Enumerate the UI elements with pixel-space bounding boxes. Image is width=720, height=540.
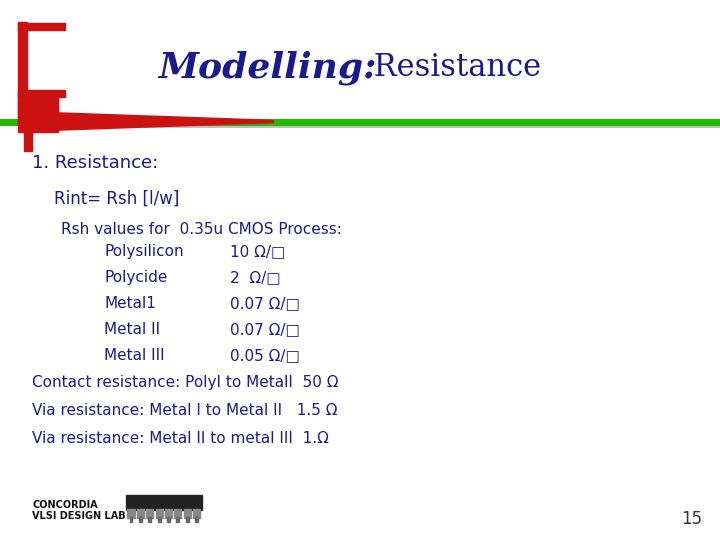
- Text: Polysilicon: Polysilicon: [104, 244, 184, 259]
- Bar: [146, 509, 153, 518]
- Text: 0.07 Ω/□: 0.07 Ω/□: [230, 322, 300, 337]
- Bar: [184, 509, 191, 518]
- Bar: [130, 517, 132, 522]
- Text: Polycide: Polycide: [104, 270, 168, 285]
- Bar: [156, 509, 163, 518]
- Bar: [148, 517, 151, 522]
- Bar: [167, 517, 170, 522]
- Bar: [165, 509, 172, 518]
- Text: Rsh values for  0.35u CMOS Process:: Rsh values for 0.35u CMOS Process:: [61, 222, 342, 238]
- Bar: [127, 509, 135, 518]
- Bar: [193, 509, 200, 518]
- Bar: [18, 90, 65, 97]
- Text: 2  Ω/□: 2 Ω/□: [230, 270, 281, 285]
- Bar: [139, 517, 142, 522]
- Text: Modelling:: Modelling:: [158, 50, 377, 85]
- Bar: [126, 495, 202, 510]
- Bar: [174, 509, 181, 518]
- Bar: [176, 517, 179, 522]
- Bar: [158, 517, 161, 522]
- Text: 15: 15: [681, 510, 702, 528]
- Text: CONCORDIA
VLSI DESIGN LAB: CONCORDIA VLSI DESIGN LAB: [32, 500, 126, 521]
- Text: 0.05 Ω/□: 0.05 Ω/□: [230, 348, 300, 363]
- Text: Metal II: Metal II: [104, 322, 161, 337]
- Bar: [137, 509, 144, 518]
- Text: Via resistance: Metal II to metal III  1.Ω: Via resistance: Metal II to metal III 1.…: [32, 431, 329, 447]
- Text: Metal III: Metal III: [104, 348, 165, 363]
- Text: 1. Resistance:: 1. Resistance:: [32, 154, 158, 172]
- Text: Via resistance: Metal I to Metal II   1.5 Ω: Via resistance: Metal I to Metal II 1.5 …: [32, 403, 338, 418]
- Text: Metal1: Metal1: [104, 296, 156, 311]
- Text: Rint= Rsh [l/w]: Rint= Rsh [l/w]: [54, 190, 179, 208]
- Polygon shape: [58, 113, 274, 130]
- Bar: [18, 23, 65, 30]
- Text: 0.07 Ω/□: 0.07 Ω/□: [230, 296, 300, 311]
- Bar: [18, 22, 27, 124]
- Bar: [195, 517, 198, 522]
- Bar: [186, 517, 189, 522]
- Bar: [24, 131, 32, 151]
- Text: Resistance: Resistance: [364, 52, 541, 83]
- Text: Contact resistance: PolyI to MetalI  50 Ω: Contact resistance: PolyI to MetalI 50 Ω: [32, 375, 339, 390]
- Text: 10 Ω/□: 10 Ω/□: [230, 244, 286, 259]
- Bar: [18, 96, 58, 132]
